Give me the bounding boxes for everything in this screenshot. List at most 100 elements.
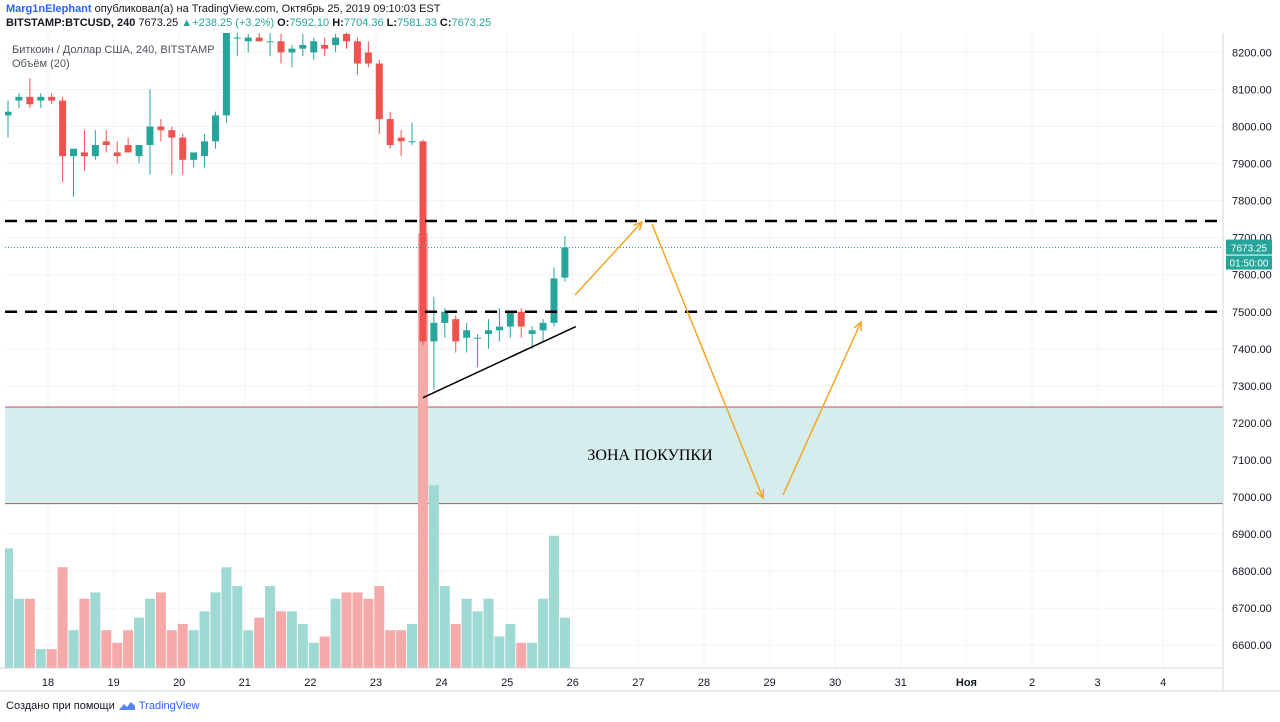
volume-bar xyxy=(516,642,527,668)
y-tick-label: 8200.00 xyxy=(1232,47,1272,59)
buy-zone-rect xyxy=(5,406,1223,504)
candle-body xyxy=(517,311,525,327)
close-value: 7673.25 xyxy=(451,17,492,29)
volume-bar xyxy=(57,567,68,668)
x-tick-label: 21 xyxy=(239,677,251,689)
candle-body xyxy=(37,96,45,101)
candle-body xyxy=(255,37,263,42)
x-tick-label: 19 xyxy=(107,677,119,689)
volume-bar xyxy=(494,636,505,668)
candle-body xyxy=(452,319,460,342)
x-tick-label: 4 xyxy=(1160,677,1166,689)
up-triangle-icon: ▲ xyxy=(181,17,193,29)
x-tick-label: 24 xyxy=(435,677,447,689)
candle-body xyxy=(321,44,329,49)
volume-bar xyxy=(210,592,221,668)
candle-body xyxy=(266,41,274,43)
candle-body xyxy=(233,37,241,39)
projection-arrow-line xyxy=(782,321,862,496)
plot-area: ЗОНА ПОКУПКИ xyxy=(5,33,1223,668)
x-tick-label: 26 xyxy=(567,677,579,689)
candle-body xyxy=(102,141,110,146)
candle-body xyxy=(375,63,383,120)
volume-bar xyxy=(297,623,308,668)
candle-body xyxy=(332,37,340,45)
volume-bar xyxy=(243,630,254,668)
candle-body xyxy=(70,148,78,157)
candle-body xyxy=(495,326,503,331)
candle-body xyxy=(419,141,427,342)
candle-body xyxy=(506,311,514,327)
projection-arrowhead-icon xyxy=(853,320,862,332)
projection-arrow-line xyxy=(651,223,764,499)
publish-info: Marg1nElephant опубликовал(а) на Trading… xyxy=(6,3,440,15)
volume-legend: Объём (20) xyxy=(12,58,70,70)
author-link[interactable]: Marg1nElephant xyxy=(6,3,92,15)
volume-bar xyxy=(538,598,549,668)
volume-bar xyxy=(450,623,461,668)
candle-body xyxy=(157,126,165,131)
symbol-label: BITSTAMP:BTCUSD, 240 xyxy=(6,17,136,29)
countdown-tag-text: 01:50:00 xyxy=(1230,259,1269,270)
x-tick-label: 30 xyxy=(829,677,841,689)
high-label: H: xyxy=(332,17,344,29)
candle-body xyxy=(561,247,569,278)
candle-body xyxy=(353,41,361,64)
open-value: 7592.10 xyxy=(289,17,330,29)
volume-bar xyxy=(363,598,374,668)
projection-arrowhead-icon xyxy=(633,220,644,231)
x-tick-label: 18 xyxy=(42,677,54,689)
volume-bar xyxy=(352,592,363,668)
candle-body xyxy=(135,145,143,157)
candle-body xyxy=(299,44,307,49)
volume-bar xyxy=(232,586,243,668)
tradingview-logo-icon xyxy=(118,702,135,711)
volume-bar xyxy=(166,630,177,668)
candle-body xyxy=(26,96,34,105)
volume-bar xyxy=(374,586,385,668)
current-price-tag xyxy=(1226,239,1272,255)
candle-body xyxy=(277,41,285,53)
candle-body xyxy=(124,145,132,153)
footer: Создано при помощи TradingView xyxy=(6,700,199,712)
candle-body xyxy=(343,33,351,42)
candle-body xyxy=(179,137,187,160)
x-tick-label: 29 xyxy=(763,677,775,689)
candle-body xyxy=(146,126,154,146)
candle-body xyxy=(48,96,56,101)
volume-bar xyxy=(35,649,46,668)
projection-arrow-line xyxy=(574,221,643,296)
buy-zone-label: ЗОНА ПОКУПКИ xyxy=(587,447,713,464)
candle-body xyxy=(310,41,318,53)
last-price: 7673.25 xyxy=(138,17,179,29)
candle-body xyxy=(222,33,230,116)
candle-body xyxy=(408,141,416,143)
y-tick-label: 7600.00 xyxy=(1232,270,1272,282)
candle-body xyxy=(386,119,394,146)
candle-body xyxy=(441,311,449,323)
x-tick-label: 27 xyxy=(632,677,644,689)
volume-bar xyxy=(341,592,352,668)
candle-body xyxy=(5,111,12,116)
y-tick-label: 7000.00 xyxy=(1232,492,1272,504)
volume-bar xyxy=(439,586,450,668)
candle-body xyxy=(528,330,536,334)
x-tick-label: 2 xyxy=(1029,677,1035,689)
candle-body xyxy=(288,48,296,53)
y-tick-label: 6700.00 xyxy=(1232,603,1272,615)
volume-bar xyxy=(472,611,483,668)
volume-bar xyxy=(90,592,101,668)
volume-bar xyxy=(417,233,428,668)
price-change: +238.25 (+3.2%) xyxy=(192,17,275,29)
high-value: 7704.36 xyxy=(343,17,384,29)
volume-bar xyxy=(549,535,559,668)
volume-bar xyxy=(5,548,13,668)
volume-bar xyxy=(461,598,472,668)
published-text: опубликовал(а) на TradingView.com, Октяб… xyxy=(94,3,441,15)
candle-body xyxy=(550,278,558,323)
volume-bar xyxy=(319,636,330,668)
y-tick-label: 7100.00 xyxy=(1232,455,1272,467)
volume-bar xyxy=(177,623,188,668)
tradingview-brand[interactable]: TradingView xyxy=(138,700,200,712)
